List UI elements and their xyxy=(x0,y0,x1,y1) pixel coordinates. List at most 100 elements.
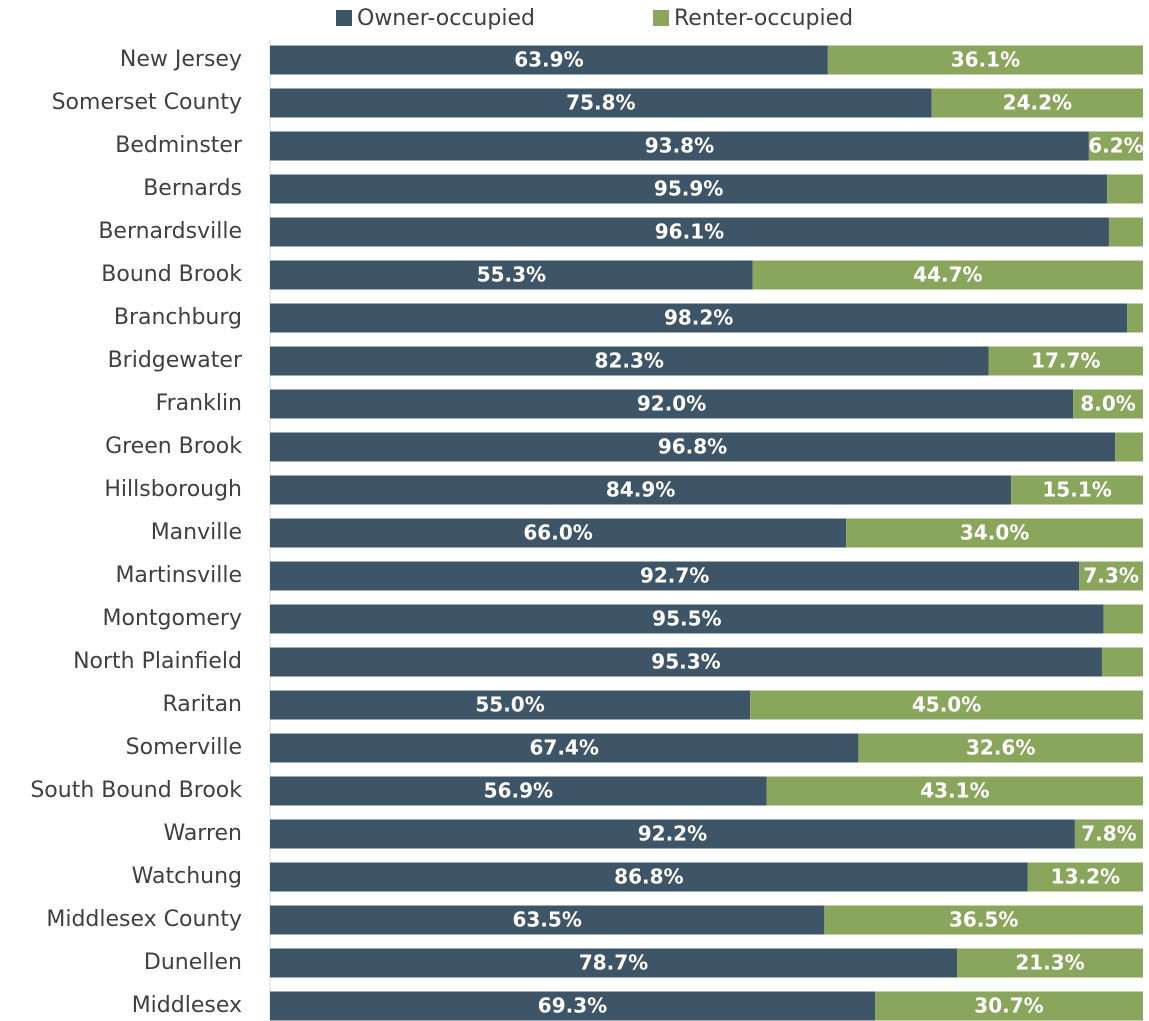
bar-segment xyxy=(270,991,875,1021)
bar-segment xyxy=(270,45,828,75)
data-label: 98.2% xyxy=(664,306,733,330)
category-label: Somerset County xyxy=(52,90,242,115)
data-label: 43.1% xyxy=(920,779,989,803)
bar-segment xyxy=(1108,217,1143,247)
bar-segment xyxy=(827,45,1143,75)
category-label: Bedminster xyxy=(115,133,243,158)
category-label: Middlesex County xyxy=(46,907,242,932)
data-label: 84.9% xyxy=(606,478,675,502)
bar-segment xyxy=(752,260,1143,290)
data-label: 21.3% xyxy=(1015,951,1084,975)
bar-segment xyxy=(270,776,767,806)
bar-segment xyxy=(270,905,825,935)
bar-segment xyxy=(270,475,1012,505)
data-label: 95.3% xyxy=(651,650,720,674)
data-label: 66.0% xyxy=(523,521,592,545)
data-label: 95.5% xyxy=(652,607,721,631)
data-label: 36.5% xyxy=(949,908,1018,932)
data-label: 86.8% xyxy=(614,865,683,889)
bar-segment xyxy=(824,905,1143,935)
bar-segment xyxy=(858,733,1143,763)
data-label: 67.4% xyxy=(530,736,599,760)
bar-segment xyxy=(270,131,1089,161)
bar-segment xyxy=(1115,432,1143,462)
data-label: 17.7% xyxy=(1031,349,1100,373)
bar-segment xyxy=(1073,389,1143,419)
data-label: 92.7% xyxy=(640,564,709,588)
bar-segment xyxy=(1088,131,1143,161)
data-label: 36.1% xyxy=(951,48,1020,72)
category-label: Montgomery xyxy=(103,606,242,631)
bar-segment xyxy=(270,604,1104,634)
category-label: Raritan xyxy=(163,692,243,717)
bar-segment xyxy=(270,432,1116,462)
category-label: Somerville xyxy=(126,735,242,760)
category-label: Manville xyxy=(151,520,242,545)
bar-segment xyxy=(1027,862,1143,892)
category-label: Bridgewater xyxy=(108,348,243,373)
data-label: 63.9% xyxy=(514,48,583,72)
bar-segment xyxy=(270,346,989,376)
bar-segment xyxy=(270,260,753,290)
bar-segment xyxy=(270,862,1028,892)
data-label: 93.8% xyxy=(645,134,714,158)
bar-segment xyxy=(1103,604,1143,634)
legend-label: Owner-occupied xyxy=(357,6,535,31)
bar-segment xyxy=(957,948,1143,978)
legend-label: Renter-occupied xyxy=(674,6,853,31)
data-label: 96.8% xyxy=(658,435,727,459)
data-label: 7.3% xyxy=(1083,564,1138,588)
category-label: Dunellen xyxy=(144,950,242,975)
category-label: Bound Brook xyxy=(101,262,242,287)
data-label: 6.2% xyxy=(1088,134,1143,158)
bar-segment xyxy=(988,346,1143,376)
data-label: 75.8% xyxy=(566,91,635,115)
data-label: 8.0% xyxy=(1080,392,1135,416)
bar-segment xyxy=(1107,174,1143,204)
bar-segment xyxy=(270,88,932,118)
category-label: Bernards xyxy=(143,176,242,201)
category-label: Franklin xyxy=(156,391,242,416)
bar-segment xyxy=(874,991,1143,1021)
category-label: Watchung xyxy=(132,864,242,889)
data-label: 82.3% xyxy=(595,349,664,373)
bar-segment xyxy=(270,518,847,548)
data-label: 44.7% xyxy=(913,263,982,287)
data-label: 7.8% xyxy=(1081,822,1136,846)
data-label: 96.1% xyxy=(655,220,724,244)
data-label: 63.5% xyxy=(512,908,581,932)
data-label: 78.7% xyxy=(579,951,648,975)
legend-swatch xyxy=(336,10,352,26)
bar-segment xyxy=(1074,819,1143,849)
data-label: 45.0% xyxy=(912,693,981,717)
bar-segment xyxy=(270,733,859,763)
category-label: Bernardsville xyxy=(98,219,242,244)
bar-segment xyxy=(931,88,1143,118)
bar-segment xyxy=(750,690,1143,720)
category-label: Branchburg xyxy=(114,305,242,330)
data-label: 13.2% xyxy=(1051,865,1120,889)
bar-segment xyxy=(1127,303,1143,333)
data-label: 34.0% xyxy=(960,521,1029,545)
category-label: Hillsborough xyxy=(104,477,242,502)
data-label: 30.7% xyxy=(974,994,1043,1018)
bar-segment xyxy=(1101,647,1143,677)
data-label: 24.2% xyxy=(1003,91,1072,115)
category-label: North Plainfield xyxy=(73,649,242,674)
category-label: Warren xyxy=(163,821,242,846)
category-label: Middlesex xyxy=(132,993,242,1018)
category-label: South Bound Brook xyxy=(30,778,242,803)
bar-segment xyxy=(846,518,1143,548)
category-label: New Jersey xyxy=(120,47,242,72)
bar-segment xyxy=(270,819,1075,849)
data-label: 69.3% xyxy=(538,994,607,1018)
data-label: 92.0% xyxy=(637,392,706,416)
bar-segment xyxy=(766,776,1143,806)
data-label: 32.6% xyxy=(966,736,1035,760)
data-label: 15.1% xyxy=(1042,478,1111,502)
data-label: 55.0% xyxy=(475,693,544,717)
bar-segment xyxy=(270,303,1128,333)
data-label: 92.2% xyxy=(638,822,707,846)
bar-segment xyxy=(270,647,1102,677)
